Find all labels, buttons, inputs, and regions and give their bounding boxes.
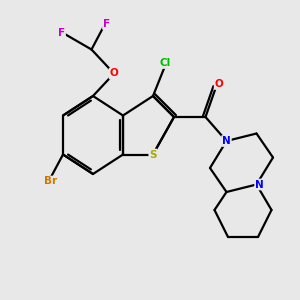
Text: O: O <box>214 79 224 89</box>
Text: S: S <box>149 149 157 160</box>
Text: O: O <box>110 68 118 79</box>
Text: F: F <box>103 19 110 29</box>
Text: N: N <box>255 179 264 190</box>
Text: Br: Br <box>44 176 58 187</box>
Text: Cl: Cl <box>159 58 171 68</box>
Text: F: F <box>58 28 65 38</box>
Text: N: N <box>222 136 231 146</box>
